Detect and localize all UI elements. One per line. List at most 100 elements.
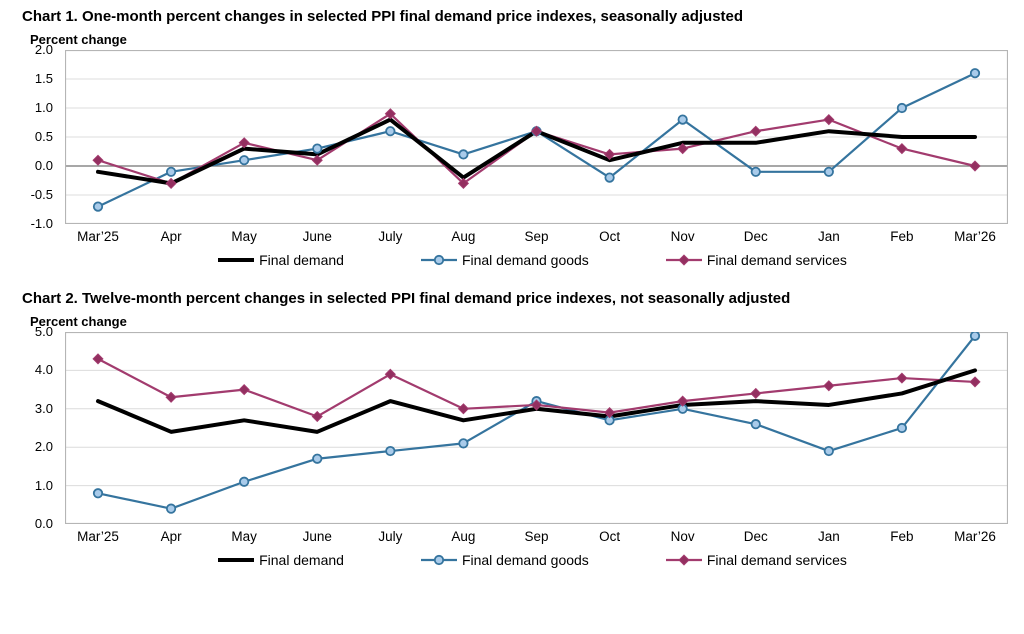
chart-1-title: Chart 1. One-month percent changes in se…: [22, 8, 744, 25]
legend-item-final-demand-goods: Final demand goods: [420, 552, 589, 568]
x-axis-tick-label: Nov: [670, 229, 695, 244]
legend-item-final-demand: Final demand: [217, 252, 344, 268]
legend-item-final-demand-goods: Final demand goods: [420, 252, 589, 268]
final-demand-goods-line: [96, 72, 977, 208]
goods-data-point-marker: [385, 126, 396, 137]
x-axis-tick-label: Oct: [599, 529, 621, 544]
x-axis-tick-label: Dec: [743, 229, 768, 244]
services-data-point-marker: [969, 160, 981, 172]
x-axis-tick-label: May: [231, 529, 257, 544]
goods-data-point-marker: [458, 149, 469, 160]
y-axis-tick-label: 5.0: [34, 324, 53, 339]
x-axis-tick-label: July: [378, 229, 403, 244]
x-axis-tick-label: Apr: [160, 229, 182, 244]
services-data-point-marker: [750, 125, 762, 137]
y-axis-tick-label: 1.0: [34, 100, 53, 115]
x-axis-tick-label: June: [302, 229, 332, 244]
chart-1-plot: 2.0 1.5 1.0 0.5 0.0 -0.5 -1.0: [31, 42, 1008, 231]
x-axis-tick-label: Sep: [524, 229, 549, 244]
legend-label: Final demand: [259, 252, 344, 268]
legend-label: Final demand: [259, 552, 344, 568]
y-axis-tick-label: 2.0: [34, 42, 53, 57]
goods-data-point-marker: [604, 172, 615, 183]
x-axis-tick-label: Feb: [890, 229, 914, 244]
legend-item-final-demand: Final demand: [217, 552, 344, 568]
plot-border: [65, 332, 1008, 524]
services-data-point-marker: [896, 372, 908, 384]
goods-data-point-marker: [677, 114, 688, 125]
services-data-point-marker: [823, 113, 835, 126]
goods-data-point-marker: [823, 166, 834, 177]
x-axis-tick-label: Mar’26: [954, 229, 996, 244]
x-axis-tick-label: Jan: [817, 229, 840, 244]
legend-label: Final demand services: [706, 252, 847, 268]
legend-swatch: [665, 254, 702, 266]
services-data-point-marker: [92, 353, 104, 365]
chart-1-section: Chart 1. One-month percent changes in se…: [0, 8, 1024, 270]
y-axis-tick-label: 0.0: [34, 158, 53, 173]
services-data-point-marker: [677, 395, 689, 407]
goods-data-point-marker: [750, 166, 761, 177]
x-axis-tick-label: Feb: [890, 529, 914, 544]
y-axis-tick-label: 2.0: [34, 439, 53, 455]
services-data-point-marker: [92, 154, 104, 166]
y-axis-tick-label: 0.0: [34, 516, 53, 531]
legend-label: Final demand services: [706, 552, 847, 568]
x-axis-tick-label: May: [231, 229, 257, 244]
services-data-point-marker: [677, 142, 689, 155]
services-data-point-marker: [823, 380, 835, 392]
services-data-point-marker: [603, 148, 616, 161]
chart-2-x-tick-labels: Mar’25 Apr May June July Aug Sep Oct Nov Dec Jan Fe…: [65, 524, 1008, 550]
chart-2-title: Chart 2. Twelve-month percent changes in…: [22, 290, 791, 307]
services-data-point-marker: [530, 125, 543, 137]
services-data-point-marker: [896, 142, 908, 155]
chart-2-legend: Final demand Final demand goods Final dema…: [40, 550, 1024, 570]
final-demand-services-line: [96, 112, 977, 185]
x-axis-tick-label: Mar’25: [77, 229, 119, 244]
x-axis-tick-label: July: [378, 529, 403, 544]
x-axis-tick-label: Mar’26: [954, 529, 996, 544]
goods-data-point-marker: [92, 201, 104, 212]
goods-data-point-marker: [433, 254, 445, 266]
services-data-point-marker: [238, 383, 250, 396]
goods-data-point-marker: [896, 422, 908, 434]
x-axis-tick-label: Aug: [451, 229, 476, 244]
services-data-point-marker: [750, 387, 762, 400]
x-axis-tick-label: Nov: [670, 529, 695, 544]
legend-swatch: [665, 554, 702, 566]
y-axis-tick-label: 4.0: [34, 362, 53, 378]
chart-2-y-axis-title: Percent change: [30, 314, 127, 329]
y-axis-tick-label: 1.0: [34, 477, 53, 493]
chart-1-x-tick-labels: Mar’25 Apr May June July Aug Sep Oct Nov Dec Jan Fe…: [65, 224, 1008, 250]
legend-item-final-demand-services: Final demand services: [665, 252, 847, 268]
goods-data-point-marker: [312, 143, 323, 154]
x-axis-tick-label: Mar’25: [77, 529, 119, 544]
services-data-point-marker: [165, 177, 177, 190]
chart-1-plot-area: [65, 50, 1008, 224]
services-data-point-marker: [969, 376, 981, 388]
goods-data-point-marker: [969, 68, 981, 79]
legend-label: Final demand goods: [461, 552, 589, 568]
legend-label: Final demand goods: [461, 252, 589, 268]
goods-data-point-marker: [385, 445, 396, 457]
services-data-point-marker: [384, 368, 396, 380]
legend-swatch: [218, 558, 255, 562]
x-axis-tick-label: Jan: [817, 529, 840, 544]
services-data-point-marker: [457, 177, 470, 190]
y-axis-tick-label: 1.5: [34, 71, 53, 86]
legend-item-final-demand-services: Final demand services: [665, 552, 847, 568]
goods-data-point-marker: [969, 332, 981, 341]
services-data-point-marker: [603, 407, 616, 419]
y-axis-tick-label: -1.0: [30, 216, 53, 231]
goods-data-point-marker: [239, 476, 250, 487]
goods-data-point-marker: [165, 166, 177, 177]
goods-data-point-marker: [433, 554, 445, 566]
chart-1-legend: Final demand Final demand goods Final dema…: [40, 250, 1024, 270]
goods-data-point-marker: [458, 438, 469, 449]
chart-1-y-axis-title: Percent change: [30, 32, 127, 47]
services-data-point-marker: [384, 108, 396, 120]
y-axis-tick-label: 3.0: [34, 400, 53, 416]
goods-data-point-marker: [165, 503, 177, 514]
legend-swatch: [420, 554, 457, 566]
